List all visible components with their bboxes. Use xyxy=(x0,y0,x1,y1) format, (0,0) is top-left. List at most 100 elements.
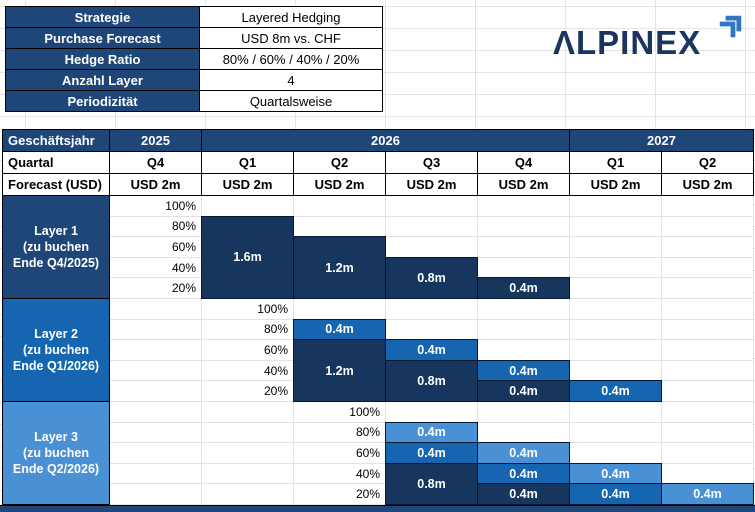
grid-cell xyxy=(202,196,294,217)
fiscal-year-row-header: Geschäftsjahr xyxy=(2,129,110,152)
hedge-bar: 0.8m xyxy=(385,256,478,299)
grid-cell xyxy=(570,340,662,361)
quarter-row-header: Quartal xyxy=(2,151,110,174)
grid-cell xyxy=(202,484,294,505)
hedge-ratio-label: 40% xyxy=(202,360,294,382)
layer-label-line: Ende Q2/2026) xyxy=(12,462,100,477)
info-label: Hedge Ratio xyxy=(5,48,200,70)
info-label: Strategie xyxy=(5,6,200,28)
grid-cell xyxy=(294,196,386,217)
hedge-bar: 0.4m xyxy=(477,277,570,299)
grid-cell xyxy=(202,401,294,423)
grid-cell xyxy=(110,401,202,423)
grid-cell xyxy=(662,381,754,402)
year-cell: 2026 xyxy=(201,129,570,152)
layer-label: Layer 2 (zu buchen Ende Q1/2026) xyxy=(2,297,110,402)
grid-cell xyxy=(662,196,754,217)
grid-cell xyxy=(478,216,570,238)
info-label: Anzahl Layer xyxy=(5,69,200,91)
forecast-cell: USD 2m xyxy=(477,173,570,196)
bottom-row-stripe xyxy=(0,505,755,512)
grid-cell xyxy=(570,319,662,341)
hedging-schedule-table: Geschäftsjahr 2025 2026 2027 Quartal Q4 Q1 Q2 Q3… xyxy=(2,129,754,505)
grid-cell xyxy=(202,443,294,464)
grid-cell xyxy=(110,443,202,464)
hedge-bar: 0.4m xyxy=(477,359,570,382)
grid-cell xyxy=(110,422,202,444)
hedge-bar: 0.4m xyxy=(477,462,570,485)
grid-cell xyxy=(478,422,570,444)
forecast-cell: USD 2m xyxy=(293,173,386,196)
info-value: USD 8m vs. CHF xyxy=(200,27,383,49)
grid-cell xyxy=(662,401,754,423)
grid-cell xyxy=(570,422,662,444)
grid-cell xyxy=(662,237,754,258)
grid-cell xyxy=(478,196,570,217)
layer-label-line: Ende Q1/2026) xyxy=(12,359,100,374)
quarter-cell: Q1 xyxy=(201,151,294,174)
grid-cell xyxy=(570,360,662,382)
grid-cell xyxy=(110,340,202,361)
grid-cell xyxy=(478,319,570,341)
hedge-ratio-label: 80% xyxy=(294,422,386,444)
year-cell: 2027 xyxy=(569,129,754,152)
alpinex-logo: ΛLPINEX xyxy=(553,15,742,64)
hedge-ratio-label: 40% xyxy=(110,257,202,279)
grid-cell xyxy=(386,237,478,258)
hedge-ratio-label: 60% xyxy=(202,340,294,361)
hedge-bar: 0.8m xyxy=(385,462,478,505)
hedge-ratio-label: 20% xyxy=(202,381,294,402)
layer-label-line: (zu buchen xyxy=(23,239,89,254)
forecast-cell: USD 2m xyxy=(385,173,478,196)
hedge-bar: 0.4m xyxy=(569,462,662,485)
grid-cell xyxy=(386,216,478,238)
hedge-bar: 1.2m xyxy=(293,339,386,402)
grid-cell xyxy=(202,463,294,485)
grid-cell xyxy=(478,237,570,258)
hedge-ratio-label: 60% xyxy=(294,443,386,464)
hedge-ratio-label: 40% xyxy=(294,463,386,485)
layer-label-line: Ende Q4/2025) xyxy=(12,256,100,271)
forecast-cell: USD 2m xyxy=(661,173,754,196)
info-label: Purchase Forecast xyxy=(5,27,200,49)
strategy-summary-table: Strategie Layered Hedging Purchase Forecas… xyxy=(5,6,383,112)
hedge-bar: 0.4m xyxy=(477,442,570,464)
quarter-cell: Q2 xyxy=(661,151,754,174)
grid-cell xyxy=(386,401,478,423)
year-cell: 2025 xyxy=(109,129,202,152)
grid-cell xyxy=(478,340,570,361)
hedge-ratio-label: 100% xyxy=(294,401,386,423)
hedge-bar: 0.8m xyxy=(385,359,478,402)
grid-cell xyxy=(386,196,478,217)
hedge-bar: 0.4m xyxy=(569,380,662,402)
layer-label-line: (zu buchen xyxy=(23,445,89,460)
grid-cell xyxy=(662,298,754,320)
grid-cell xyxy=(570,278,662,299)
grid-cell xyxy=(110,463,202,485)
info-row: Anzahl Layer 4 xyxy=(5,69,383,91)
info-label: Periodizität xyxy=(5,90,200,112)
grid-cell xyxy=(294,298,386,320)
hedge-ratio-label: 100% xyxy=(110,196,202,217)
info-value: 4 xyxy=(200,69,383,91)
grid-cell xyxy=(570,216,662,238)
hedge-bar: 0.4m xyxy=(477,483,570,505)
hedge-bar: 0.4m xyxy=(385,421,478,444)
hedge-bar: 0.4m xyxy=(385,442,478,464)
quarter-cell: Q4 xyxy=(109,151,202,174)
grid-cell xyxy=(662,257,754,279)
hedge-ratio-label: 80% xyxy=(110,216,202,238)
info-value: Quartalsweise xyxy=(200,90,383,112)
info-row: Purchase Forecast USD 8m vs. CHF xyxy=(5,27,383,49)
alpinex-wordmark: ΛLPINEX xyxy=(553,24,702,61)
hedge-ratio-label: 80% xyxy=(202,319,294,341)
grid-cell xyxy=(202,422,294,444)
hedge-bar: 0.4m xyxy=(661,483,754,505)
forecast-row-header: Forecast (USD) xyxy=(2,173,110,196)
grid-cell xyxy=(662,319,754,341)
double-chevron-up-right-icon xyxy=(719,15,742,38)
quarter-cell: Q3 xyxy=(385,151,478,174)
layer-label-line: Layer 1 xyxy=(34,223,78,238)
hedge-ratio-label: 100% xyxy=(202,298,294,320)
